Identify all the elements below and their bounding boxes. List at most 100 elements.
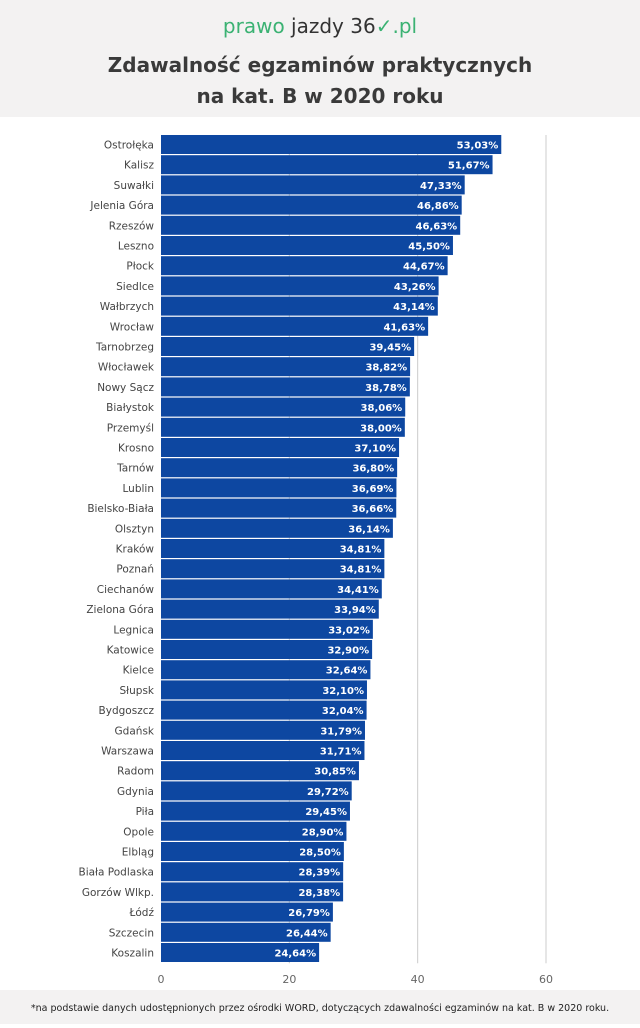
bar — [161, 316, 429, 336]
category-label: Wałbrzych — [100, 301, 154, 313]
data-label: 39,45% — [369, 343, 411, 354]
data-label: 30,85% — [314, 767, 356, 778]
data-label: 43,26% — [394, 282, 436, 293]
data-label: 34,81% — [340, 565, 382, 576]
category-label: Opole — [123, 826, 154, 838]
data-label: 47,33% — [420, 181, 462, 192]
data-label: 34,41% — [337, 585, 379, 596]
bar — [161, 518, 393, 538]
bar — [161, 842, 344, 861]
bar — [161, 236, 453, 255]
bar — [161, 801, 350, 821]
data-label: 32,90% — [327, 646, 369, 657]
bar — [161, 680, 367, 700]
footer: *na podstawie danych udostępnionych prze… — [0, 990, 640, 1024]
category-label: Łódź — [128, 907, 154, 919]
bar — [161, 478, 397, 498]
category-label: Przemyśl — [107, 422, 154, 434]
data-label: 51,67% — [448, 161, 490, 172]
category-label: Gdynia — [117, 786, 154, 798]
bar — [161, 579, 382, 599]
data-label: 44,67% — [403, 262, 445, 273]
bar — [161, 195, 462, 215]
bar — [161, 155, 493, 175]
data-label: 37,10% — [354, 444, 396, 455]
logo-part: jazdy 36 — [291, 14, 376, 38]
bar — [161, 377, 410, 397]
data-label: 28,90% — [302, 827, 344, 838]
bar — [161, 599, 379, 619]
bar — [161, 902, 333, 922]
bar — [161, 337, 415, 356]
category-label: Siedlce — [116, 281, 154, 293]
x-tick-label: 40 — [411, 973, 425, 986]
bar — [161, 640, 373, 659]
category-label: Krosno — [118, 443, 154, 455]
x-tick-label: 60 — [539, 973, 553, 986]
bar — [161, 135, 502, 154]
category-label: Jelenia Góra — [89, 200, 154, 212]
bar — [161, 741, 365, 760]
bar — [161, 700, 367, 720]
data-label: 46,86% — [417, 201, 459, 212]
category-label: Tarnów — [116, 463, 154, 475]
header: prawo jazdy 36✓.pl Zdawalność egzaminów … — [0, 0, 640, 117]
data-label: 38,06% — [361, 403, 403, 414]
bar — [161, 862, 344, 882]
logo: prawo jazdy 36✓.pl — [0, 14, 640, 38]
bar — [161, 438, 400, 457]
bar — [161, 175, 465, 195]
data-label: 33,02% — [328, 625, 370, 636]
category-label: Gorzów Wlkp. — [82, 887, 154, 899]
category-label: Piła — [136, 806, 154, 818]
category-label: Suwałki — [114, 180, 154, 192]
bar — [161, 559, 385, 579]
bar — [161, 660, 371, 680]
category-label: Kalisz — [124, 160, 154, 172]
category-label: Koszalin — [111, 948, 154, 960]
bar — [161, 417, 405, 437]
data-label: 26,79% — [288, 908, 330, 919]
bar — [161, 619, 373, 639]
category-label: Włocławek — [98, 362, 155, 374]
data-label: 36,66% — [352, 504, 394, 515]
bar — [161, 922, 331, 942]
category-label: Poznań — [116, 564, 154, 576]
category-label: Leszno — [118, 241, 154, 253]
data-label: 43,14% — [393, 302, 435, 313]
title-line: Zdawalność egzaminów praktycznych — [107, 53, 533, 77]
category-label: Warszawa — [101, 746, 154, 758]
data-label: 34,81% — [340, 545, 382, 556]
category-label: Katowice — [107, 645, 154, 657]
data-label: 32,10% — [322, 686, 364, 697]
data-label: 31,79% — [320, 726, 362, 737]
chart-title: Zdawalność egzaminów praktycznych na kat.… — [0, 50, 640, 112]
x-tick-label: 20 — [282, 973, 296, 986]
check-icon: ✓ — [375, 14, 393, 38]
data-label: 26,44% — [286, 928, 328, 939]
data-label: 46,63% — [416, 221, 458, 232]
data-label: 38,00% — [360, 423, 402, 434]
logo-part: .pl — [392, 14, 418, 38]
data-label: 38,82% — [365, 363, 407, 374]
data-label: 24,64% — [274, 949, 316, 960]
category-label: Radom — [117, 766, 154, 778]
data-label: 38,78% — [365, 383, 407, 394]
category-label: Rzeszów — [109, 220, 155, 232]
bar — [161, 215, 461, 235]
data-label: 36,69% — [352, 484, 394, 495]
category-label: Bielsko-Biała — [87, 503, 154, 515]
data-label: 36,80% — [352, 464, 394, 475]
category-label: Płock — [126, 261, 155, 273]
category-label: Kraków — [116, 544, 155, 556]
data-label: 28,50% — [299, 848, 341, 859]
bar — [161, 882, 344, 902]
bar — [161, 781, 352, 801]
category-label: Legnica — [113, 624, 154, 636]
bar-chart: 0 20 40 60 Ostrołęka 53,03% Kalisz 51,67% Suwałk… — [78, 135, 553, 986]
data-label: 29,45% — [305, 807, 347, 818]
category-label: Białystok — [106, 402, 155, 414]
title-line: na kat. B w 2020 roku — [196, 84, 444, 108]
data-label: 53,03% — [457, 141, 499, 152]
category-label: Olsztyn — [115, 523, 154, 535]
